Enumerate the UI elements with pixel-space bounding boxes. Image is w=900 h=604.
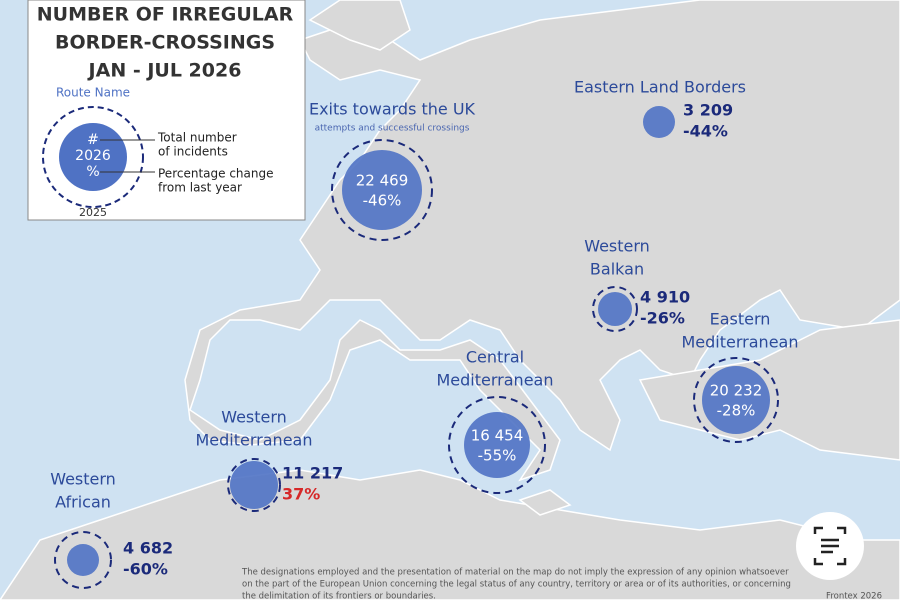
route-change: -55% [478, 447, 517, 465]
route-count: 22 469 [356, 172, 409, 190]
route-count: 4 682 [123, 539, 173, 558]
legend-year: 2025 [79, 206, 107, 219]
route-bubble [643, 106, 675, 138]
route-ring [227, 458, 281, 512]
legend-route-name: Route Name [56, 86, 130, 100]
legend-title: BORDER-CROSSINGS [55, 32, 275, 54]
legend-total: Total number [157, 131, 237, 145]
route-name: Eastern Land Borders [574, 78, 746, 97]
disclaimer: on the part of the European Union concer… [242, 580, 791, 590]
route-name: African [55, 493, 111, 512]
credit: Frontex 2026 [826, 592, 882, 601]
scan-button[interactable] [796, 512, 864, 580]
legend-outer-ring [42, 106, 144, 208]
route-name: Exits towards the UK [309, 100, 476, 119]
scan-icon[interactable] [813, 526, 847, 566]
disclaimer: The designations employed and the presen… [241, 568, 789, 578]
route-bubble [598, 292, 632, 326]
britain [308, 0, 411, 51]
route-ring [592, 286, 638, 332]
route-name: Eastern [710, 310, 771, 329]
route-change: -44% [683, 122, 728, 141]
legend-change: Percentage change [158, 167, 273, 181]
route-count: 3 209 [683, 101, 733, 120]
legend-symbol: % [86, 164, 99, 180]
north-africa [0, 469, 900, 601]
route-change: -60% [123, 560, 168, 579]
route-bubble [464, 412, 530, 478]
route-ring [693, 357, 779, 443]
disclaimer: the delimitation of its frontiers or bou… [242, 592, 436, 601]
legend-symbol: # [87, 132, 99, 148]
route-change: -26% [640, 309, 685, 328]
route-change: 37% [282, 485, 320, 504]
route-change: -46% [363, 192, 402, 210]
route-ring [54, 531, 112, 589]
route-name: Western [584, 237, 650, 256]
legend-change: from last year [158, 181, 242, 195]
anatolia [638, 319, 900, 461]
sicily [518, 489, 572, 516]
legend-total: of incidents [158, 145, 228, 159]
route-name: Mediterranean [196, 431, 313, 450]
legend-symbol: 2026 [75, 148, 111, 164]
legend-title: JAN - JUL 2026 [87, 60, 242, 82]
route-bubble [67, 544, 99, 576]
route-bubble [230, 461, 278, 509]
europe [184, 0, 900, 482]
route-ring [448, 396, 546, 494]
route-count: 20 232 [710, 382, 763, 400]
legend-title: NUMBER OF IRREGULAR [37, 4, 294, 26]
route-name: Mediterranean [437, 371, 554, 390]
route-subtitle: attempts and successful crossings [315, 124, 470, 134]
route-name: Mediterranean [682, 333, 799, 352]
route-name: Central [466, 348, 524, 367]
route-count: 4 910 [640, 288, 690, 307]
route-name: Western [221, 408, 287, 427]
route-bubble [702, 366, 770, 434]
route-count: 11 217 [282, 464, 343, 483]
route-name: Balkan [590, 260, 644, 279]
route-name: Western [50, 470, 116, 489]
route-change: -28% [717, 402, 756, 420]
route-count: 16 454 [471, 427, 524, 445]
route-bubble [342, 150, 422, 230]
route-ring [331, 139, 433, 241]
